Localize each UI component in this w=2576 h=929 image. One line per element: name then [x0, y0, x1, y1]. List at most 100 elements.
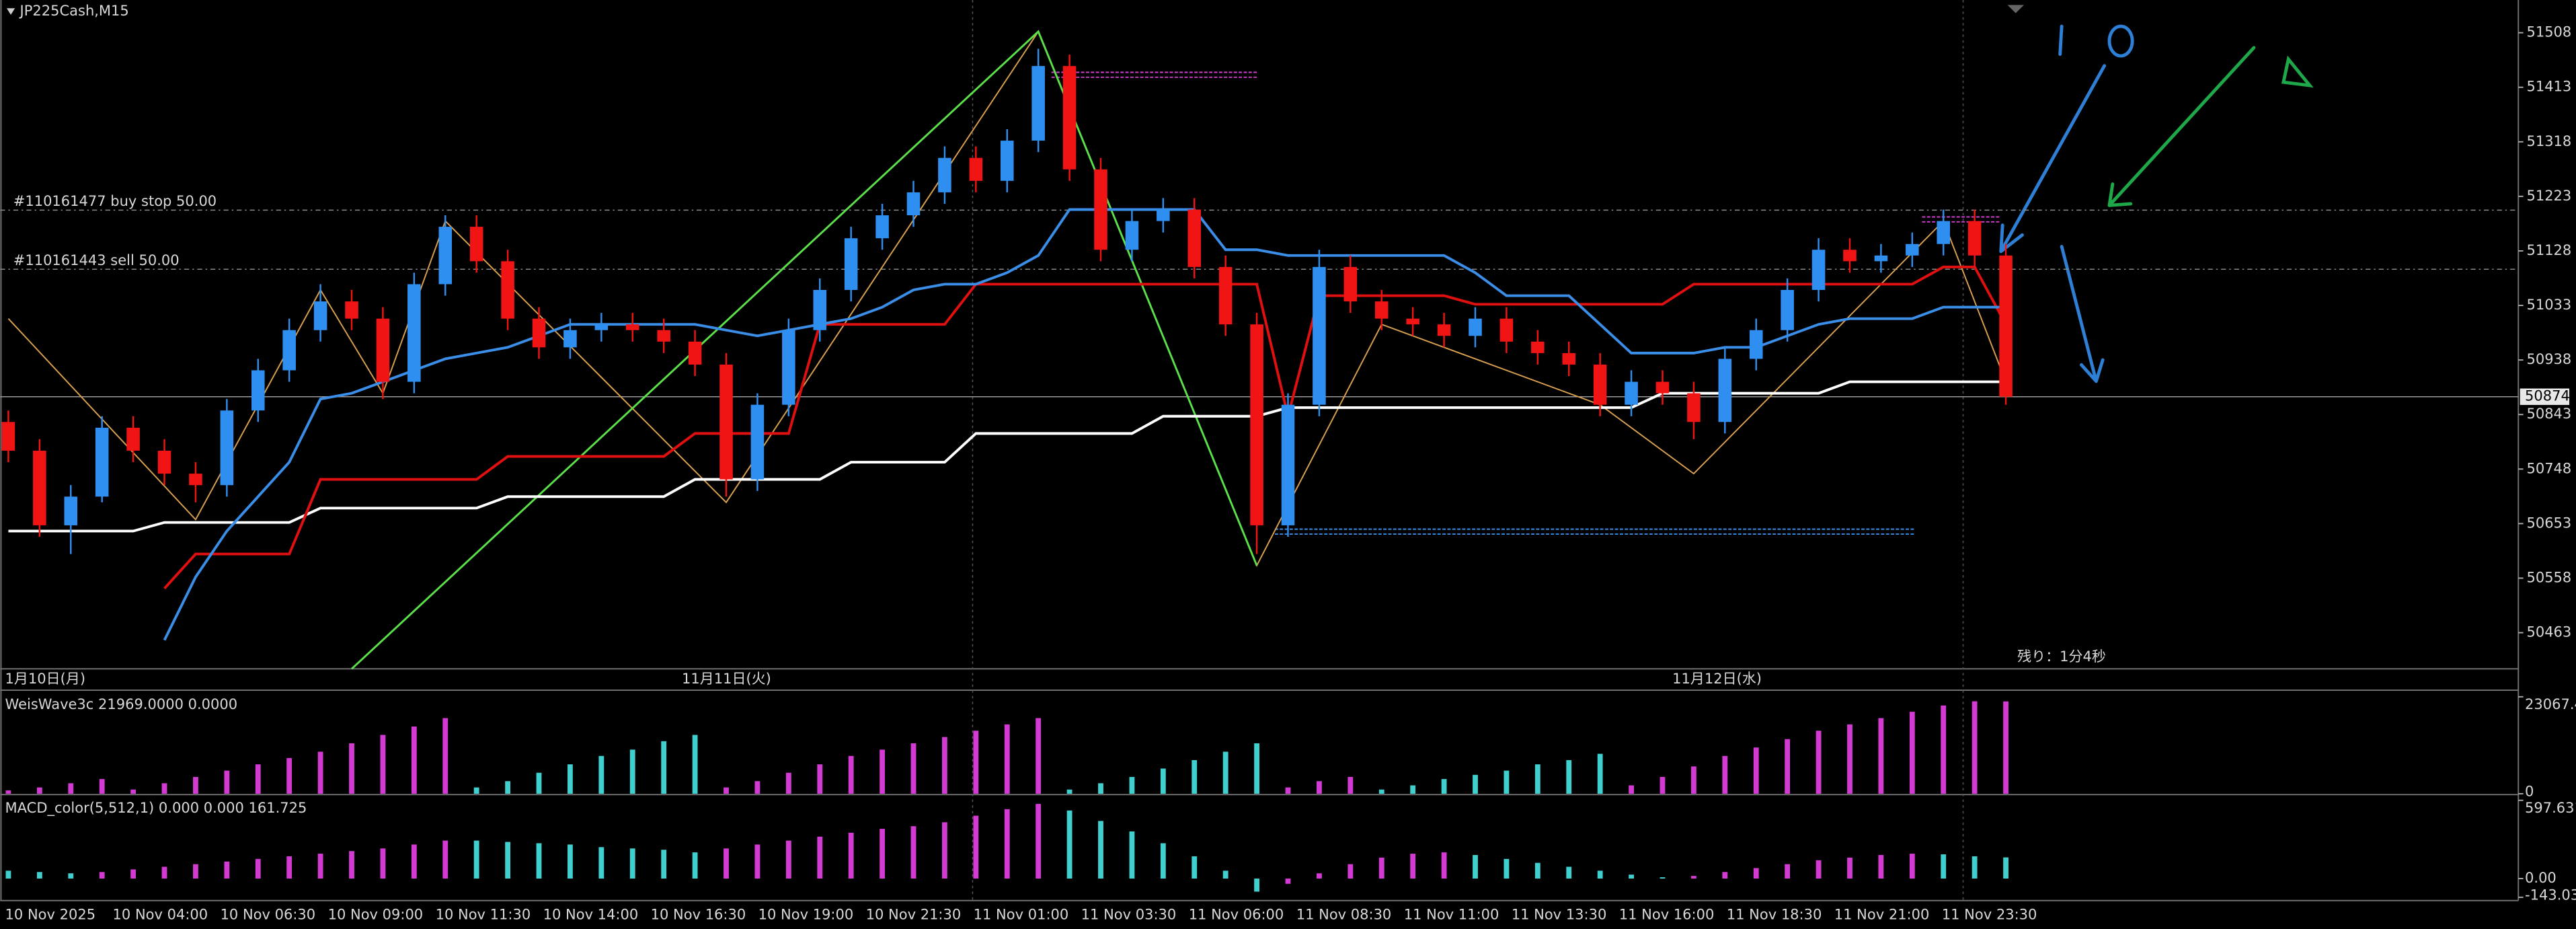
candle-body	[1281, 404, 1295, 525]
histogram-bar	[848, 755, 854, 794]
histogram-bar	[629, 749, 635, 794]
candle-body	[813, 289, 827, 330]
candle-body	[345, 301, 358, 319]
candle-body	[1250, 324, 1263, 525]
histogram-bar	[1066, 810, 1072, 879]
histogram-bar	[442, 840, 448, 879]
histogram-bar	[1534, 764, 1540, 794]
candle-body	[1718, 359, 1732, 422]
candle-body	[1811, 250, 1826, 290]
panel-title: WeisWave3c 21969.0000 0.0000	[5, 696, 238, 712]
candle-body	[282, 330, 296, 371]
candle-body	[189, 474, 202, 486]
scroll-marker	[2007, 5, 2024, 13]
chart-title: JP225Cash,M15	[19, 3, 129, 19]
histogram-bar	[349, 851, 354, 879]
candle-body	[1906, 244, 1919, 256]
histogram-bar	[1222, 751, 1228, 794]
histogram-bar	[1036, 804, 1042, 879]
y-tick-label: 50938	[2526, 351, 2571, 367]
histogram-bar	[99, 779, 105, 794]
histogram-bar	[1785, 864, 1791, 879]
y-tick-label: 50748	[2526, 460, 2571, 476]
histogram-bar	[411, 726, 417, 794]
histogram-bar	[1441, 852, 1447, 879]
candle-body	[1967, 221, 1982, 256]
candle-body	[64, 496, 78, 525]
histogram-bar	[1972, 701, 1978, 794]
histogram-bar	[1036, 718, 1042, 794]
histogram-bar	[1004, 724, 1010, 794]
histogram-bar	[1629, 785, 1634, 794]
histogram-bar	[848, 832, 854, 879]
histogram-bar	[1473, 774, 1478, 794]
histogram-bar	[1629, 875, 1634, 879]
candle-body	[1843, 250, 1857, 262]
histogram-bar	[754, 781, 760, 794]
histogram-bar	[161, 783, 167, 794]
y-tick-label: 50843	[2526, 406, 2571, 422]
histogram-bar	[1504, 858, 1510, 879]
histogram-bar	[1410, 785, 1416, 794]
time-label: 10 Nov 16:30	[651, 907, 746, 923]
histogram-bar	[2003, 701, 2008, 794]
histogram-bar	[5, 790, 11, 794]
histogram-bar	[973, 731, 979, 794]
histogram-bar	[724, 787, 729, 794]
histogram-bar	[1566, 866, 1572, 879]
histogram-bar	[724, 848, 729, 879]
histogram-bar	[224, 861, 230, 879]
time-label: 10 Nov 06:30	[221, 907, 316, 923]
candle-body	[1, 422, 15, 451]
candle-body	[469, 227, 483, 262]
histogram-bar	[1878, 854, 1884, 879]
candle-body	[1625, 381, 1638, 405]
histogram-bar	[1941, 705, 1947, 794]
y-tick-label: 23067.45	[2525, 696, 2576, 712]
time-label: 11 Nov 23:30	[1942, 907, 2037, 923]
histogram-bar	[629, 848, 635, 879]
histogram-bar	[1660, 877, 1666, 879]
histogram-bar	[1129, 831, 1135, 879]
histogram-bar	[661, 850, 667, 879]
candle-body	[1374, 301, 1389, 319]
candle-body	[126, 427, 140, 451]
histogram-bar	[505, 842, 511, 879]
histogram-bar	[568, 844, 573, 879]
candle-body	[1531, 341, 1545, 353]
time-label: 11 Nov 21:00	[1834, 907, 1930, 923]
y-tick-label: -143.03	[2525, 887, 2576, 903]
histogram-bar	[68, 783, 74, 794]
last-price-label: 50874	[2525, 388, 2570, 404]
histogram-bar	[598, 847, 604, 879]
y-tick-label: 51128	[2526, 242, 2571, 258]
candle-body	[1655, 381, 1670, 394]
histogram-bar	[255, 764, 261, 794]
histogram-bar	[473, 840, 479, 879]
histogram-bar	[36, 787, 42, 794]
candle-body	[1687, 393, 1701, 422]
drawing	[2107, 24, 2134, 58]
candle-body	[407, 284, 421, 382]
candle-body	[1499, 318, 1514, 342]
histogram-bar	[785, 840, 791, 879]
candle-body	[1999, 255, 2013, 397]
histogram-bar	[161, 866, 167, 879]
y-tick-label: 50463	[2526, 624, 2571, 640]
histogram-bar	[317, 854, 323, 879]
histogram-bar	[5, 870, 11, 879]
histogram-bar	[411, 844, 417, 879]
histogram-bar	[1597, 870, 1603, 879]
histogram-bar	[130, 789, 136, 794]
time-label: 10 Nov 2025	[5, 907, 96, 923]
histogram-bar	[1753, 747, 1759, 794]
y-tick-label: 50653	[2526, 515, 2571, 531]
histogram-bar	[942, 822, 947, 879]
time-label: 11 Nov 16:00	[1619, 907, 1715, 923]
drawing	[2058, 24, 2064, 57]
histogram-bar	[349, 743, 354, 794]
y-tick-label: 51508	[2526, 24, 2571, 40]
drawing	[2281, 55, 2314, 88]
histogram-bar	[1348, 776, 1354, 794]
candle-body	[438, 227, 453, 285]
